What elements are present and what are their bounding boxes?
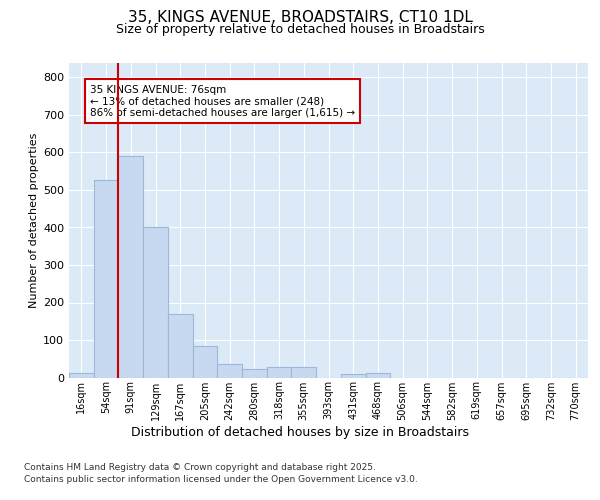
Bar [242, 369, 267, 378]
Text: Size of property relative to detached houses in Broadstairs: Size of property relative to detached ho… [116, 22, 484, 36]
Text: 35, KINGS AVENUE, BROADSTAIRS, CT10 1DL: 35, KINGS AVENUE, BROADSTAIRS, CT10 1DL [128, 10, 472, 25]
Text: Contains HM Land Registry data © Crown copyright and database right 2025.: Contains HM Land Registry data © Crown c… [24, 464, 376, 472]
Text: 35 KINGS AVENUE: 76sqm
← 13% of detached houses are smaller (248)
86% of semi-de: 35 KINGS AVENUE: 76sqm ← 13% of detached… [90, 84, 355, 117]
Text: Contains public sector information licensed under the Open Government Licence v3: Contains public sector information licen… [24, 475, 418, 484]
Text: Distribution of detached houses by size in Broadstairs: Distribution of detached houses by size … [131, 426, 469, 439]
Bar [94, 180, 118, 378]
Bar [292, 367, 316, 378]
Bar [217, 364, 242, 378]
Bar [118, 156, 143, 378]
Bar [267, 368, 292, 378]
Bar [168, 314, 193, 378]
Bar [143, 228, 168, 378]
Bar [69, 373, 94, 378]
Bar [365, 373, 390, 378]
Y-axis label: Number of detached properties: Number of detached properties [29, 132, 39, 308]
Bar [341, 374, 365, 378]
Bar [193, 346, 217, 378]
